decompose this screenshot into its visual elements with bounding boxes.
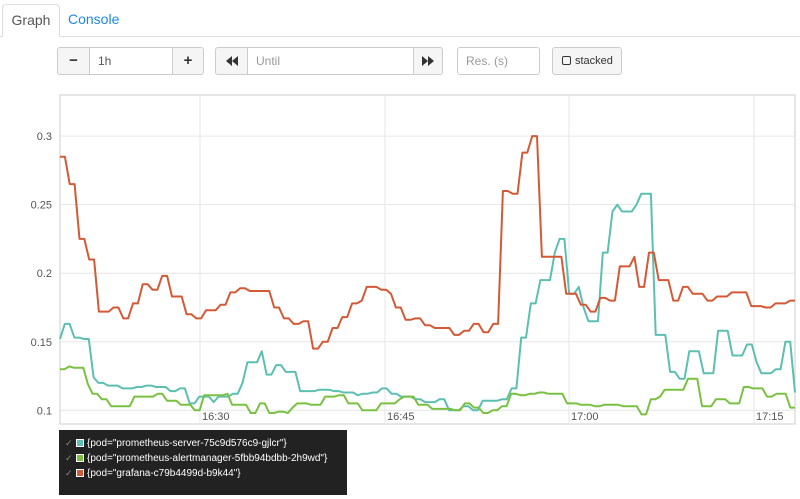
check-icon: ✓	[65, 438, 73, 448]
x-tick-label: 17:15	[756, 411, 784, 423]
graph-legend: ✓ {pod="prometheus-server-75c9d576c9-gjlc…	[59, 430, 347, 495]
resolution-input[interactable]: Res. (s)	[457, 47, 540, 75]
plot-frame	[59, 94, 796, 425]
legend-label: {pod="prometheus-alertmanager-5fbb94bdbb…	[87, 453, 328, 464]
legend-item[interactable]: ✓ {pod="prometheus-alertmanager-5fbb94bdb…	[65, 451, 341, 466]
series-line-2	[60, 365, 795, 416]
legend-label: {pod="prometheus-server-75c9d576c9-gjlcr…	[87, 438, 287, 449]
range-input[interactable]: 1h	[89, 47, 173, 75]
legend-swatch	[76, 454, 84, 462]
stacked-toggle-button[interactable]: stacked	[552, 47, 622, 75]
until-input[interactable]: Until	[247, 47, 414, 75]
y-tick-label: 0.15	[31, 337, 52, 349]
legend-swatch	[76, 469, 84, 477]
fast-forward-icon	[422, 56, 434, 66]
series-line-1	[59, 192, 796, 412]
time-forward-button[interactable]	[413, 47, 443, 75]
legend-label: {pod="grafana-c79b4499d-b9k44"}	[87, 468, 241, 479]
legend-item[interactable]: ✓ {pod="grafana-c79b4499d-b9k44"}	[65, 466, 341, 481]
check-icon: ✓	[65, 468, 73, 478]
legend-item[interactable]: ✓ {pod="prometheus-server-75c9d576c9-gjlc…	[65, 436, 341, 451]
series-line-3	[60, 135, 795, 350]
x-tick-label: 16:45	[387, 411, 415, 423]
legend-swatch	[76, 439, 84, 447]
tab-bar: Graph Console	[0, 0, 800, 37]
stacked-label: stacked	[575, 55, 613, 67]
time-back-button[interactable]	[215, 47, 248, 75]
graph-chart: 0.1 0.15 0.2 0.25 0.3 16:30 16:45 17:00 17:15	[31, 94, 796, 425]
y-tick-label: 0.3	[37, 131, 52, 143]
y-tick-label: 0.25	[31, 200, 52, 212]
tab-console[interactable]: Console	[68, 11, 120, 27]
rewind-icon	[225, 56, 238, 66]
y-tick-label: 0.1	[37, 405, 52, 417]
range-decrease-button[interactable]: −	[57, 47, 90, 75]
x-tick-label: 17:00	[571, 411, 599, 423]
tab-graph[interactable]: Graph	[2, 4, 60, 37]
check-icon: ✓	[65, 453, 73, 463]
range-increase-button[interactable]: +	[172, 47, 204, 75]
x-tick-label: 16:30	[202, 411, 230, 423]
checkbox-icon	[562, 56, 571, 65]
y-tick-label: 0.2	[37, 268, 52, 280]
